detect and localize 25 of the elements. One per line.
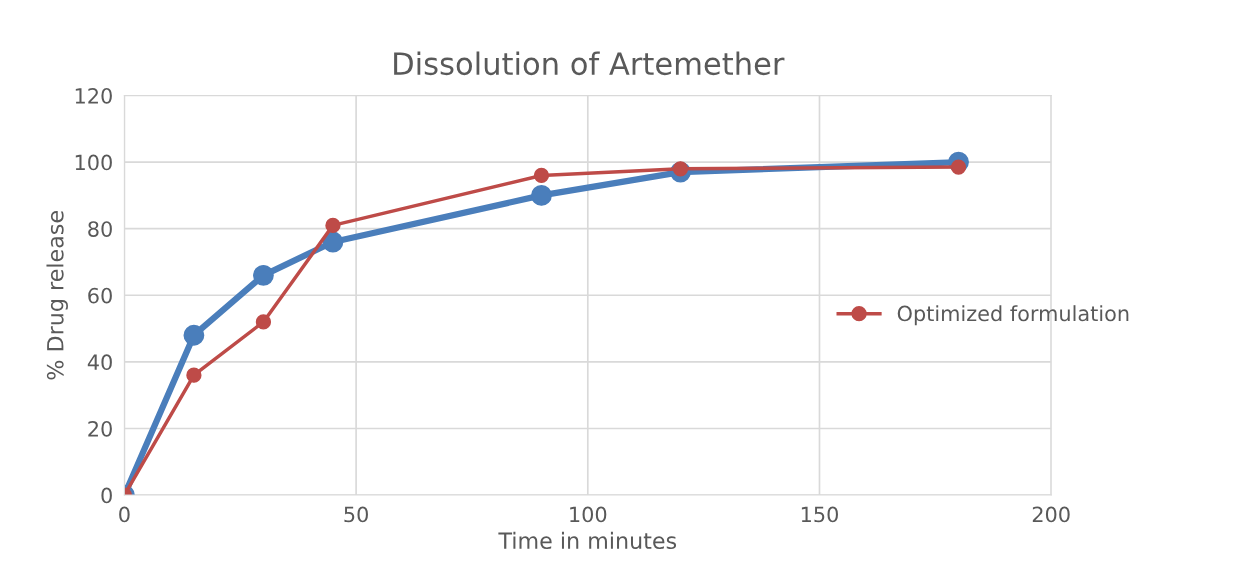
point — [533, 167, 550, 184]
y-axis-title: % Drug release — [46, 211, 68, 380]
y-tick-label: 120 — [75, 87, 112, 104]
y-tick-label: 100 — [75, 154, 112, 171]
x-tick-label: 50 — [344, 506, 368, 523]
point — [186, 367, 202, 383]
y-tick-label: 0 — [101, 487, 112, 504]
y-tick-label: 40 — [87, 354, 112, 371]
x-axis-title: Time in minutes — [498, 531, 677, 550]
point — [322, 231, 344, 253]
point — [252, 264, 274, 286]
y-tick-label: 20 — [88, 420, 112, 437]
point — [325, 217, 341, 234]
x-tick-label: 150 — [801, 506, 838, 523]
x-tick-label: 200 — [1032, 506, 1070, 523]
y-tick-label: 80 — [88, 221, 112, 237]
point — [531, 184, 552, 206]
legend-label: Optimized formulation — [897, 305, 1129, 326]
point — [255, 314, 272, 330]
x-tick-label: 0 — [119, 506, 130, 523]
chart-title: Dissolution of Artemether — [394, 51, 785, 76]
point — [183, 324, 205, 346]
y-tick-label: 60 — [88, 287, 112, 304]
x-tick-label: 100 — [570, 506, 607, 523]
point — [950, 159, 967, 175]
